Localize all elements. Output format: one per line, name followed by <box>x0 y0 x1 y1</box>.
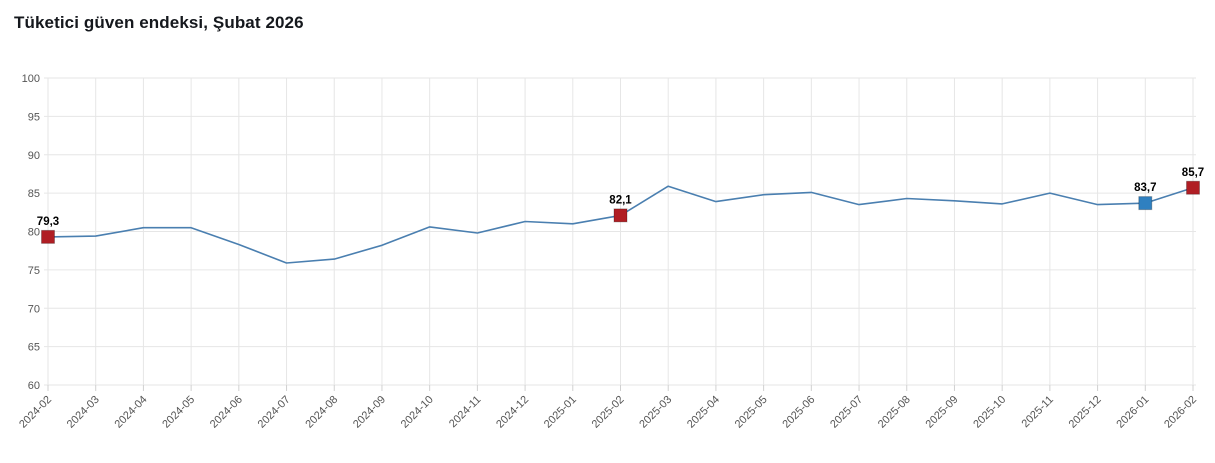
y-axis-label: 85 <box>28 188 40 200</box>
y-axis-label: 70 <box>28 303 40 315</box>
x-axis-label: 2024-04 <box>113 394 150 431</box>
chart-title: Tüketici güven endeksi, Şubat 2026 <box>14 13 304 32</box>
data-point-marker-2026-02[interactable] <box>1186 180 1200 195</box>
data-point-marker-2026-01[interactable] <box>1138 196 1153 211</box>
x-axis-label: 2024-08 <box>303 394 340 431</box>
x-axis-label: 2024-10 <box>399 394 436 431</box>
x-axis-label: 2025-09 <box>924 394 961 431</box>
x-axis-label: 2024-12 <box>494 394 531 431</box>
y-axis-label: 65 <box>28 342 40 354</box>
point-label-2025-02: 82,1 <box>609 194 632 206</box>
x-axis-label: 2025-02 <box>590 394 627 431</box>
data-point-marker-2024-02[interactable] <box>41 229 55 244</box>
x-axis-label: 2025-12 <box>1067 394 1104 431</box>
x-axis-label: 2024-05 <box>160 394 197 431</box>
y-axis-label: 75 <box>28 265 40 277</box>
x-axis-label: 2025-10 <box>971 394 1008 431</box>
x-axis-label: 2024-09 <box>351 394 388 431</box>
x-axis-label: 2026-01 <box>1114 394 1151 431</box>
x-axis-label: 2026-02 <box>1162 394 1199 431</box>
x-axis-label: 2025-05 <box>733 394 770 431</box>
x-axis-label: 2024-07 <box>256 394 293 431</box>
x-axis-label: 2025-03 <box>637 394 674 431</box>
x-axis-label: 2025-07 <box>828 394 865 431</box>
y-axis-label: 90 <box>28 150 40 162</box>
x-axis-label: 2025-01 <box>542 394 579 431</box>
y-axis-label: 95 <box>28 111 40 123</box>
x-axis-label: 2025-06 <box>780 394 817 431</box>
y-axis-label: 60 <box>28 380 40 392</box>
point-label-2024-02: 79,3 <box>37 216 59 228</box>
data-point-marker-2025-02[interactable] <box>613 208 628 223</box>
x-axis-label: 2025-11 <box>1020 394 1056 430</box>
point-label-2026-02: 85,7 <box>1182 167 1204 179</box>
x-axis-label: 2025-04 <box>685 394 722 431</box>
x-axis-label: 2024-06 <box>208 394 245 431</box>
x-axis-label: 2025-08 <box>876 394 913 431</box>
y-axis-label: 100 <box>22 73 40 85</box>
x-axis-label: 2024-11 <box>447 394 483 430</box>
x-axis-label: 2024-03 <box>65 394 102 431</box>
y-axis-label: 80 <box>28 227 40 239</box>
point-label-2026-01: 83,7 <box>1134 182 1156 194</box>
x-axis-label: 2024-02 <box>17 394 54 431</box>
